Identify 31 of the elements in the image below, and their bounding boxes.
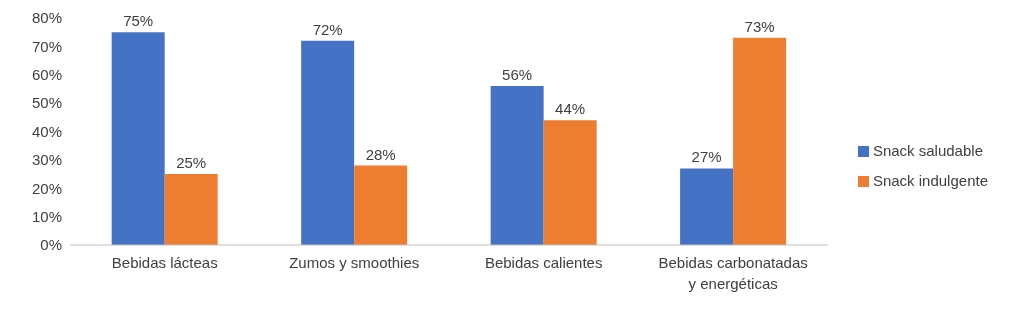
legend-label: Snack saludable [872, 141, 983, 159]
x-tick-label: Bebidas lácteas [111, 253, 218, 271]
x-tick-label: Bebidas carbonatadas y energéticas [658, 253, 808, 292]
data-label: 72% [312, 20, 343, 38]
y-tick-label: 60% [31, 66, 62, 84]
bar [111, 32, 165, 245]
y-tick-label: 70% [31, 37, 62, 55]
y-tick-label: 10% [31, 207, 62, 225]
bar [543, 120, 597, 245]
data-label: 28% [365, 145, 396, 163]
data-label: 44% [555, 100, 586, 118]
y-tick-label: 30% [31, 151, 62, 169]
legend-label: Snack indulgente [872, 171, 988, 189]
bar [354, 165, 408, 245]
y-tick-label: 0% [40, 236, 62, 254]
y-tick-label: 20% [31, 179, 62, 197]
x-tick-label: Bebidas calientes [484, 253, 603, 271]
y-tick-label: 50% [31, 94, 62, 112]
x-tick-label: Zumos y smoothies [289, 253, 420, 271]
data-label: 75% [123, 12, 154, 30]
data-label: 56% [502, 66, 533, 84]
data-label: 73% [744, 17, 775, 35]
bar [490, 86, 544, 245]
data-label: 25% [176, 154, 207, 172]
y-tick-label: 40% [31, 122, 62, 140]
bar [301, 40, 355, 245]
bar [164, 174, 218, 245]
bar [733, 37, 787, 245]
bar [680, 168, 734, 245]
data-label: 27% [691, 148, 722, 166]
y-tick-label: 80% [31, 9, 62, 27]
